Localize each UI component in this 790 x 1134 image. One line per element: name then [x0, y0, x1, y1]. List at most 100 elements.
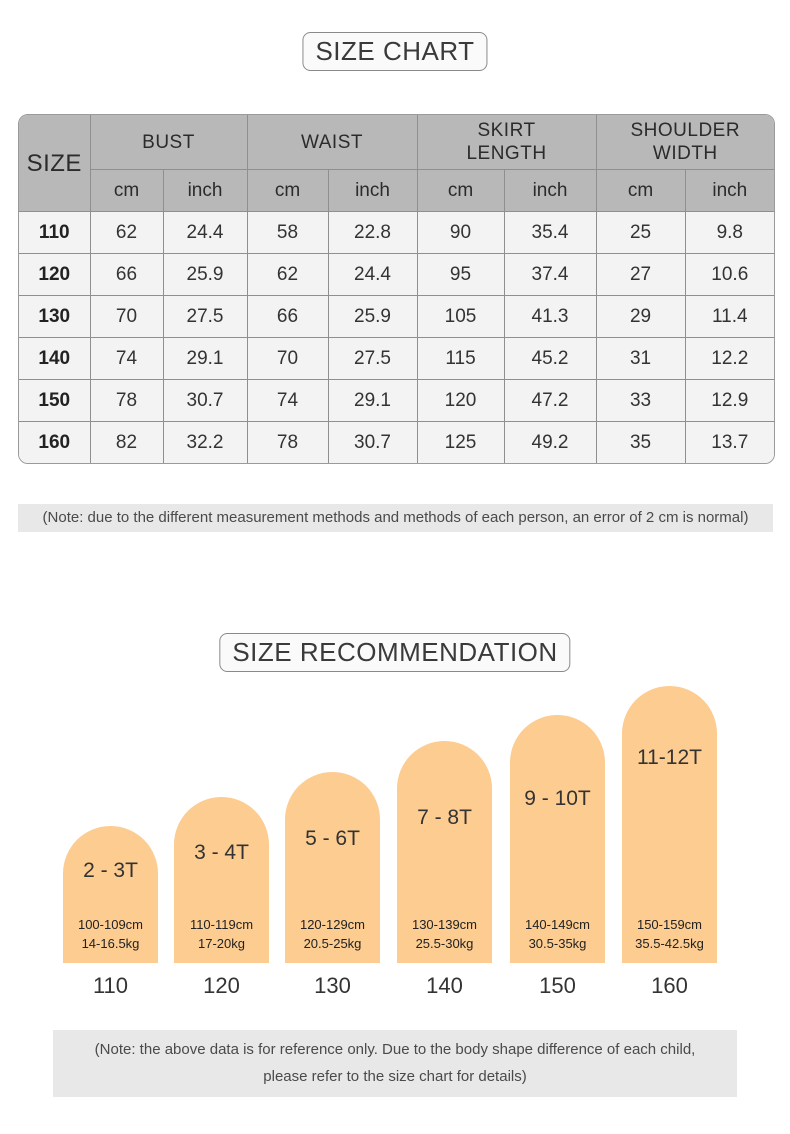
- cm-value-cell: 105: [416, 295, 505, 338]
- size-cell: 110: [19, 211, 91, 254]
- recommended-size-label: 120: [203, 973, 240, 998]
- cm-value-cell: 27: [595, 253, 686, 296]
- size-recommendation-note: (Note: the above data is for reference o…: [53, 1030, 737, 1097]
- cm-value-cell: 31: [595, 337, 686, 380]
- cm-value-cell: 74: [246, 379, 329, 422]
- inch-value-cell: 11.4: [684, 295, 774, 338]
- size-column-header: SIZE: [19, 115, 91, 212]
- age-range-label: 5 - 6T: [305, 827, 360, 850]
- table-row: 140 74 29.1 70 27.5 115 45.2 31 12.2: [19, 337, 774, 380]
- size-recommendation-title: SIZE RECOMMENDATION: [219, 633, 571, 672]
- inch-value-cell: 12.9: [684, 379, 774, 422]
- inch-value-cell: 35.4: [503, 211, 597, 254]
- inch-value-cell: 32.2: [162, 421, 248, 463]
- inch-value-cell: 45.2: [503, 337, 597, 380]
- cm-value-cell: 78: [246, 421, 329, 463]
- measurement-range: 150-159cm 35.5-42.5kg: [622, 915, 717, 953]
- recommended-size-label: 130: [314, 973, 351, 998]
- recommendation-note-line2: please refer to the size chart for detai…: [263, 1068, 527, 1085]
- size-chart-note: (Note: due to the different measurement …: [18, 504, 773, 532]
- bust-header: BUST: [89, 115, 248, 170]
- measurement-range: 100-109cm 14-16.5kg: [63, 915, 158, 953]
- cm-value-cell: 29: [595, 295, 686, 338]
- size-arch-120: 3 - 4T 110-119cm 17-20kg: [174, 797, 269, 963]
- inch-value-cell: 27.5: [327, 337, 418, 380]
- cm-value-cell: 25: [595, 211, 686, 254]
- size-chart-title: SIZE CHART: [302, 32, 488, 71]
- height-range: 130-139cm: [411, 917, 478, 932]
- size-cell: 120: [19, 253, 91, 296]
- inch-value-cell: 12.2: [684, 337, 774, 380]
- size-cell: 160: [19, 421, 91, 463]
- measurement-range: 120-129cm 20.5-25kg: [285, 915, 380, 953]
- cm-value-cell: 120: [416, 379, 505, 422]
- table-row: 150 78 30.7 74 29.1 120 47.2 33 12.9: [19, 379, 774, 422]
- measurement-range: 110-119cm 17-20kg: [174, 915, 269, 953]
- table-row: 130 70 27.5 66 25.9 105 41.3 29 11.4: [19, 295, 774, 338]
- table-row: 120 66 25.9 62 24.4 95 37.4 27 10.6: [19, 253, 774, 296]
- size-cell: 130: [19, 295, 91, 338]
- cm-value-cell: 35: [595, 421, 686, 463]
- cm-value-cell: 62: [89, 211, 164, 254]
- inch-value-cell: 41.3: [503, 295, 597, 338]
- size-arch-150: 9 - 10T 140-149cm 30.5-35kg: [510, 715, 605, 963]
- weight-range: 25.5-30kg: [415, 936, 474, 951]
- cm-value-cell: 33: [595, 379, 686, 422]
- waist-header: WAIST: [246, 115, 418, 170]
- table-row: 110 62 24.4 58 22.8 90 35.4 25 9.8: [19, 211, 774, 254]
- cm-value-cell: 125: [416, 421, 505, 463]
- weight-range: 17-20kg: [198, 936, 245, 951]
- skirt-length-header-line2: LENGTH: [466, 143, 547, 164]
- recommendation-note-line1: (Note: the above data is for reference o…: [94, 1041, 696, 1058]
- size-chart-table: SIZE BUST WAIST SKIRT LENGTH SHOULDER WI…: [18, 114, 775, 464]
- cm-value-cell: 82: [89, 421, 164, 463]
- weight-range: 20.5-25kg: [303, 936, 362, 951]
- inch-value-cell: 37.4: [503, 253, 597, 296]
- unit-header-inch: inch: [327, 169, 418, 212]
- skirt-length-header: SKIRT LENGTH: [416, 115, 597, 170]
- cm-value-cell: 66: [246, 295, 329, 338]
- size-cell: 140: [19, 337, 91, 380]
- inch-value-cell: 49.2: [503, 421, 597, 463]
- inch-value-cell: 30.7: [162, 379, 248, 422]
- unit-header-cm: cm: [595, 169, 686, 212]
- size-chart-body: 110 62 24.4 58 22.8 90 35.4 25 9.8 120 66 25.9 62 24.…: [19, 211, 774, 463]
- shoulder-width-header-line2: WIDTH: [652, 143, 718, 164]
- cm-value-cell: 78: [89, 379, 164, 422]
- height-range: 110-119cm: [189, 917, 254, 932]
- cm-value-cell: 58: [246, 211, 329, 254]
- cm-value-cell: 66: [89, 253, 164, 296]
- inch-value-cell: 22.8: [327, 211, 418, 254]
- cm-value-cell: 70: [89, 295, 164, 338]
- recommended-size-label: 150: [539, 973, 576, 998]
- waist-header-label: WAIST: [301, 131, 363, 153]
- inch-value-cell: 10.6: [684, 253, 774, 296]
- size-arch-110: 2 - 3T 100-109cm 14-16.5kg: [63, 826, 158, 963]
- height-range: 140-149cm: [524, 917, 591, 932]
- shoulder-width-header-line1: SHOULDER: [630, 120, 741, 141]
- inch-value-cell: 9.8: [684, 211, 774, 254]
- height-range: 120-129cm: [299, 917, 366, 932]
- cm-value-cell: 70: [246, 337, 329, 380]
- recommended-size-label: 110: [92, 973, 129, 998]
- table-row: 160 82 32.2 78 30.7 125 49.2 35 13.7: [19, 421, 774, 463]
- cm-value-cell: 62: [246, 253, 329, 296]
- size-arch-140: 7 - 8T 130-139cm 25.5-30kg: [397, 741, 492, 963]
- recommended-size-label: 160: [651, 973, 688, 998]
- weight-range: 30.5-35kg: [528, 936, 587, 951]
- inch-value-cell: 13.7: [684, 421, 774, 463]
- unit-header-cm: cm: [416, 169, 505, 212]
- inch-value-cell: 24.4: [327, 253, 418, 296]
- cm-value-cell: 95: [416, 253, 505, 296]
- inch-value-cell: 30.7: [327, 421, 418, 463]
- age-range-label: 9 - 10T: [524, 787, 591, 810]
- cm-value-cell: 74: [89, 337, 164, 380]
- size-arch-160: 11-12T 150-159cm 35.5-42.5kg: [622, 686, 717, 963]
- weight-range: 35.5-42.5kg: [635, 936, 704, 951]
- age-range-label: 11-12T: [637, 746, 702, 769]
- inch-value-cell: 27.5: [162, 295, 248, 338]
- weight-range: 14-16.5kg: [81, 936, 140, 951]
- inch-value-cell: 25.9: [162, 253, 248, 296]
- inch-value-cell: 29.1: [162, 337, 248, 380]
- unit-header-inch: inch: [162, 169, 248, 212]
